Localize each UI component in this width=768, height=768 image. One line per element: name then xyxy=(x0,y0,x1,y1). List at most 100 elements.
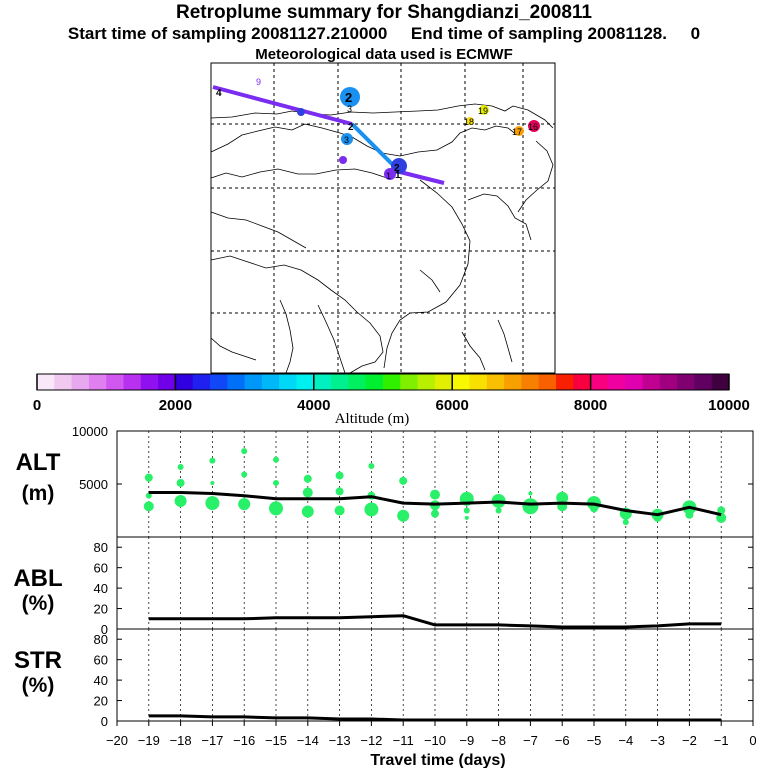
altitude-scatter-point xyxy=(301,505,314,518)
colorbar-swatch xyxy=(711,374,730,390)
altitude-scatter-point xyxy=(269,501,283,516)
x-tick-label: −13 xyxy=(329,733,351,748)
altitude-colorbar: 0 2000 4000 6000 8000 10000 xyxy=(33,373,750,414)
colorbar-tick-label: 6000 xyxy=(436,397,469,414)
cluster-marker xyxy=(479,105,489,115)
altitude-scatter-point xyxy=(397,509,410,522)
altitude-scatter-point xyxy=(302,487,313,498)
altitude-scatter-point xyxy=(174,494,187,507)
altitude-scatter-point xyxy=(273,479,279,486)
colorbar-swatch xyxy=(417,374,436,390)
colorbar-swatch xyxy=(192,374,211,390)
altitude-scatter-point xyxy=(556,491,569,504)
panel-label: (%) xyxy=(22,592,55,615)
series-line-str xyxy=(148,714,722,722)
altitude-scatter-point xyxy=(334,505,345,516)
cluster-label: 9 xyxy=(256,77,261,87)
x-tick-label: −2 xyxy=(682,733,697,748)
y-tick-label: 40 xyxy=(94,673,108,688)
colorbar-swatch xyxy=(677,374,695,390)
altitude-scatter-point xyxy=(144,473,153,482)
x-tick-label: −17 xyxy=(201,733,223,748)
panel-label: ALT xyxy=(16,449,61,476)
panel-label: (m) xyxy=(22,482,55,505)
altitude-scatter-point xyxy=(495,507,502,514)
y-tick-label: 60 xyxy=(94,561,108,576)
altitude-scatter-point xyxy=(241,471,248,478)
x-tick-label: −7 xyxy=(523,733,538,748)
colorbar-swatch xyxy=(383,374,401,390)
series-line-alt xyxy=(148,491,722,517)
altitude-scatter-point xyxy=(238,498,251,511)
colorbar-swatch xyxy=(331,374,349,390)
colorbar-swatch xyxy=(123,374,142,390)
colorbar-swatch xyxy=(71,374,90,390)
x-tick-label: −8 xyxy=(491,733,506,748)
colorbar-swatch xyxy=(365,374,384,390)
altitude-scatter-point xyxy=(364,502,379,517)
colorbar-swatch xyxy=(313,374,332,390)
time-series-panels: 500010000ALT(m)020406080ABL(%)020406080S… xyxy=(13,424,756,748)
cluster-marker xyxy=(339,156,347,164)
x-tick-label: −15 xyxy=(265,733,287,748)
series-line-abl xyxy=(148,614,722,629)
altitude-scatter-point xyxy=(335,487,344,496)
colorbar-swatch xyxy=(469,374,488,390)
x-tick-label: −18 xyxy=(170,733,192,748)
colorbar-swatch xyxy=(88,374,107,390)
colorbar-swatch xyxy=(590,374,609,390)
altitude-scatter-point xyxy=(463,507,470,514)
altitude-scatter-point xyxy=(717,506,726,515)
y-tick-label: 5000 xyxy=(79,477,108,492)
altitude-scatter-point xyxy=(303,474,312,483)
altitude-scatter-point xyxy=(205,496,220,511)
altitude-scatter-point xyxy=(335,471,344,480)
colorbar-tick-label: 0 xyxy=(33,397,41,414)
cluster-marker xyxy=(466,117,474,125)
y-tick-label: 20 xyxy=(94,694,108,709)
colorbar-swatch xyxy=(244,374,263,390)
altitude-scatter-point xyxy=(210,480,215,485)
panel-abl: 0 20 40 60 80 ABL(%) xyxy=(13,536,754,637)
altitude-scatter-point xyxy=(430,489,440,500)
colorbar-swatch xyxy=(452,374,470,390)
cluster-label: 16 xyxy=(528,122,538,132)
cluster-marker xyxy=(341,133,353,145)
colorbar-swatch xyxy=(261,374,280,390)
colorbar-swatch xyxy=(538,374,557,390)
colorbar-swatch xyxy=(642,374,661,390)
map-coastlines-borders xyxy=(210,103,554,374)
cluster-label: 17 xyxy=(512,127,522,137)
panel-str: 0 20 40 60 80 STR(%) xyxy=(14,628,754,729)
altitude-scatter-point xyxy=(399,476,408,485)
trajectory-map: 4 3 2 1 9 18 19 17 16 2 3 2 1 xyxy=(210,62,556,374)
colorbar-tick-label: 4000 xyxy=(297,397,330,414)
altitude-scatter-point xyxy=(209,457,216,464)
x-tick-label: −6 xyxy=(555,733,570,748)
colorbar-swatch xyxy=(521,374,540,390)
altitude-scatter-point xyxy=(241,448,248,455)
altitude-scatter-point xyxy=(685,510,694,519)
panel-label: (%) xyxy=(22,674,55,697)
colorbar-tick-label: 10000 xyxy=(708,397,750,414)
cluster-marker xyxy=(297,108,305,116)
y-tick-label: 10000 xyxy=(72,424,108,439)
colorbar-swatch xyxy=(504,374,522,390)
trajectory-label: 4 xyxy=(216,88,222,99)
x-tick-label: −10 xyxy=(424,733,446,748)
colorbar-swatch xyxy=(348,374,367,390)
colorbar-swatch xyxy=(106,374,124,390)
sampling-time-subtitle: Start time of sampling 20081127.210000 E… xyxy=(67,24,701,43)
cluster-label: 19 xyxy=(478,106,488,116)
colorbar-swatch xyxy=(37,374,55,390)
altitude-scatter-point xyxy=(464,515,469,520)
trajectory-label: 2 xyxy=(348,122,354,133)
x-tick-label: −20 xyxy=(106,733,128,748)
altitude-scatter-point xyxy=(273,456,279,463)
colorbar-title: Altitude (m) xyxy=(335,411,410,427)
colorbar-swatch xyxy=(625,374,643,390)
x-tick-label: −11 xyxy=(393,733,414,748)
colorbar-swatch xyxy=(210,374,228,390)
x-tick-label: 0 xyxy=(749,733,756,748)
